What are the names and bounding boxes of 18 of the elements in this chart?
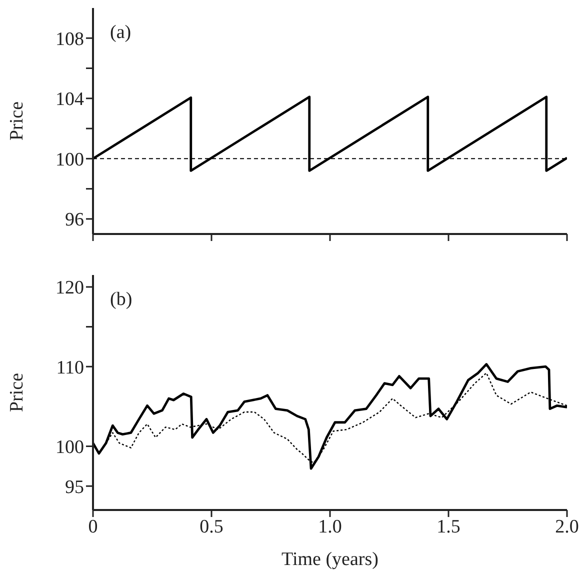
y-tick-label: 108: [56, 28, 84, 50]
y-tick-label: 96: [65, 210, 84, 231]
y-tick-label: 100: [56, 437, 84, 458]
x-tick-label: 0.5: [200, 516, 224, 538]
x-tick-label: 0: [88, 516, 98, 538]
y-axis-title: Price: [6, 372, 28, 412]
y-tick-label: 120: [56, 278, 84, 299]
x-tick-label: 1.0: [318, 516, 342, 538]
annotation: (a): [110, 22, 132, 44]
y-tick-label: 100: [56, 149, 84, 170]
y-tick-label: 95: [65, 476, 84, 498]
y-tick-label: 104: [56, 89, 84, 110]
x-tick-label: 1.5: [436, 516, 460, 538]
x-axis-title: Time (years): [282, 549, 378, 570]
annotation: (b): [110, 289, 132, 311]
y-tick-label: 110: [56, 357, 84, 378]
y-axis-title: Price: [6, 101, 28, 141]
x-tick-label: 2.0: [555, 516, 579, 538]
